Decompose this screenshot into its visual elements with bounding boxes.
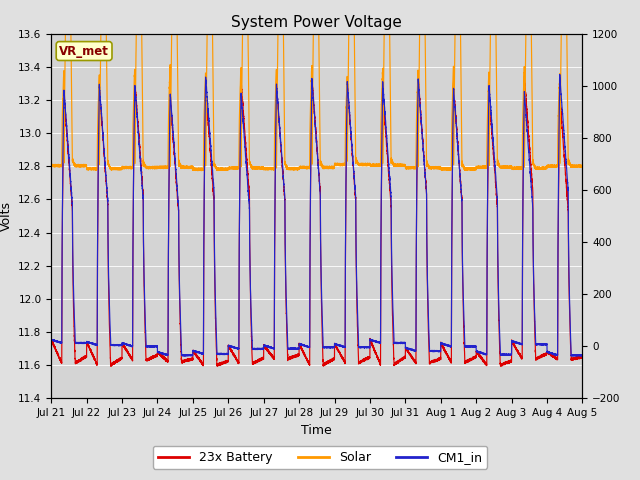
Title: System Power Voltage: System Power Voltage	[232, 15, 402, 30]
X-axis label: Time: Time	[301, 424, 332, 437]
Text: VR_met: VR_met	[59, 45, 109, 58]
Legend: 23x Battery, Solar, CM1_in: 23x Battery, Solar, CM1_in	[153, 446, 487, 469]
Y-axis label: Volts: Volts	[0, 201, 13, 231]
